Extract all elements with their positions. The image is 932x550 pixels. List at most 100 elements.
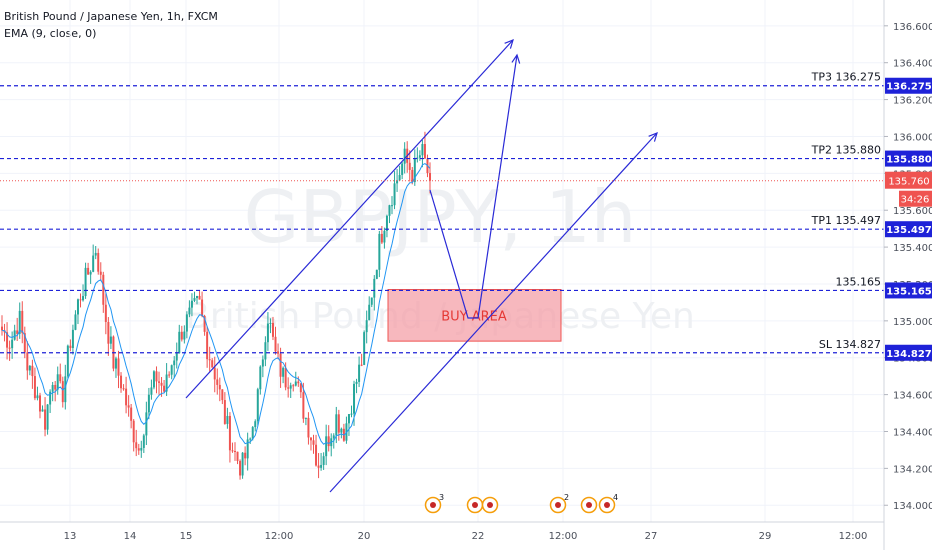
candle-body [142,435,145,448]
candle-body [416,157,419,159]
candle-body [266,323,269,343]
candle-body [51,384,54,392]
candle-body [132,420,135,443]
level-price-tag-text: 135.165 [886,286,932,297]
candle-body [226,415,229,424]
candle-body [355,381,358,384]
trend-drawings[interactable] [185,38,658,493]
level-price-tag[interactable] [885,344,932,361]
candle-body [158,381,161,383]
candle-body [89,271,92,275]
candle-body [297,381,300,384]
candle-body [335,414,338,436]
candle-body [403,148,406,164]
candle-body [178,331,181,354]
candle-body [11,339,14,349]
candle-body [271,322,274,337]
candle-body [99,271,102,275]
candle-body [201,299,204,316]
candle-body [246,439,249,459]
candle-body [347,414,350,424]
time-axis[interactable]: 13 14 15 12:00 20 22 12:00 27 29 12:00 [0,521,884,542]
candle-body [13,330,16,340]
last-price-tag[interactable] [885,171,932,189]
candle-body [239,460,242,476]
candle-body [188,307,191,315]
candle-body [31,365,34,377]
candle-body [413,158,416,183]
channel-upper-arrowhead[interactable] [504,38,514,49]
candle-body [307,417,310,438]
candle-body [233,450,236,452]
candle-body [198,295,201,300]
candle-body [398,174,401,181]
candle-body [350,413,353,415]
projection-path[interactable] [429,54,518,319]
candle-body [74,314,77,330]
buy-zone[interactable]: BUY AREA [387,289,562,342]
candle-body [274,336,277,352]
candle-body [206,331,209,360]
candle-body [168,374,171,376]
level-price-tag[interactable] [885,221,932,238]
candle-body [282,367,285,377]
candle-body [120,375,123,389]
candle-body [421,144,424,156]
time-tick-label: 29 [759,531,772,542]
candle-body [380,233,383,243]
channel-upper-line[interactable] [185,39,514,399]
time-tick-label: 22 [472,531,485,542]
event-badges[interactable]: 3 2 4 [424,493,619,514]
candle-body [107,321,110,344]
candle-body [190,300,193,308]
candle-body [368,304,371,321]
candle-body [69,345,72,349]
ema-polyline [1,163,431,445]
candle-body [269,322,272,324]
candle-body [165,374,168,392]
candle-body [109,336,112,344]
candle-body [41,409,44,412]
candle-body [299,383,302,393]
candle-body [66,345,69,377]
last-price-tag-text: 135.760 [888,177,929,188]
candle-body [49,391,52,405]
price-tick-label: 136.600 [893,22,932,33]
candle-body [59,374,62,382]
candle-body [277,351,280,354]
candle-body [44,409,47,430]
event-badge-uk-3-flag [586,502,592,508]
projection-arrowhead[interactable] [511,53,521,64]
level-lines[interactable]: TP3 136.275 TP2 135.880 TP1 135.497 135.165… [0,71,884,354]
candle-body [223,400,226,424]
ema-legend[interactable]: EMA (9, close, 0) [4,27,97,40]
price-tick-label: 136.000 [893,132,932,143]
candle-body [145,412,148,436]
price-tick-label: 136.200 [893,96,932,107]
channel-lower-arrowhead[interactable] [648,131,658,142]
candle-body [135,442,138,449]
channel-lower-line[interactable] [329,132,658,493]
time-tick-label: 27 [645,531,658,542]
candle-body [322,456,325,465]
level-price-tag[interactable] [885,77,932,94]
candle-body [244,452,247,459]
candle-body [150,387,153,395]
price-axis[interactable]: 134.000134.200134.400134.600134.800135.0… [883,0,932,550]
candle-body [218,384,221,390]
candle-body [175,353,178,361]
candle-body [173,360,176,366]
candle-body [304,417,307,419]
candle-body [302,392,305,419]
candle-body [147,394,150,413]
candle-body [183,331,186,340]
candle-body [36,395,39,399]
level-price-tag[interactable] [885,150,932,167]
level-price-tag[interactable] [885,282,932,299]
price-tick-label: 134.200 [893,464,932,475]
candle-body [320,464,323,468]
candle-body [256,389,259,422]
candle-body [337,414,340,433]
candle-body [279,353,282,377]
